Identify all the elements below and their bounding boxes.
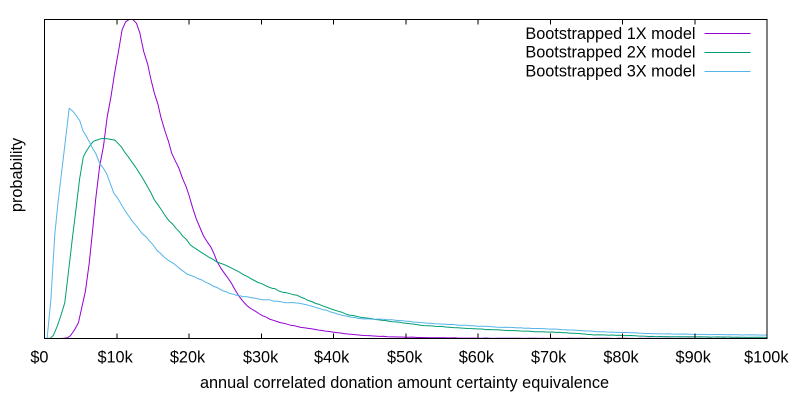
svg-text:$90k: $90k xyxy=(676,349,712,367)
svg-text:$100k: $100k xyxy=(744,349,789,367)
svg-text:Bootstrapped 1X model: Bootstrapped 1X model xyxy=(525,25,695,43)
svg-text:$0: $0 xyxy=(30,349,48,367)
svg-text:probability: probability xyxy=(8,137,26,212)
svg-text:$80k: $80k xyxy=(603,349,639,367)
svg-text:$20k: $20k xyxy=(170,349,206,367)
svg-text:annual correlated donation amo: annual correlated donation amount certai… xyxy=(200,374,609,392)
svg-text:$60k: $60k xyxy=(459,349,495,367)
svg-text:$70k: $70k xyxy=(531,349,567,367)
svg-text:Bootstrapped 3X model: Bootstrapped 3X model xyxy=(525,63,695,81)
svg-text:$30k: $30k xyxy=(243,349,279,367)
svg-text:$10k: $10k xyxy=(97,349,133,367)
svg-text:Bootstrapped 2X model: Bootstrapped 2X model xyxy=(525,44,695,62)
svg-text:$50k: $50k xyxy=(387,349,423,367)
svg-text:$40k: $40k xyxy=(314,349,350,367)
